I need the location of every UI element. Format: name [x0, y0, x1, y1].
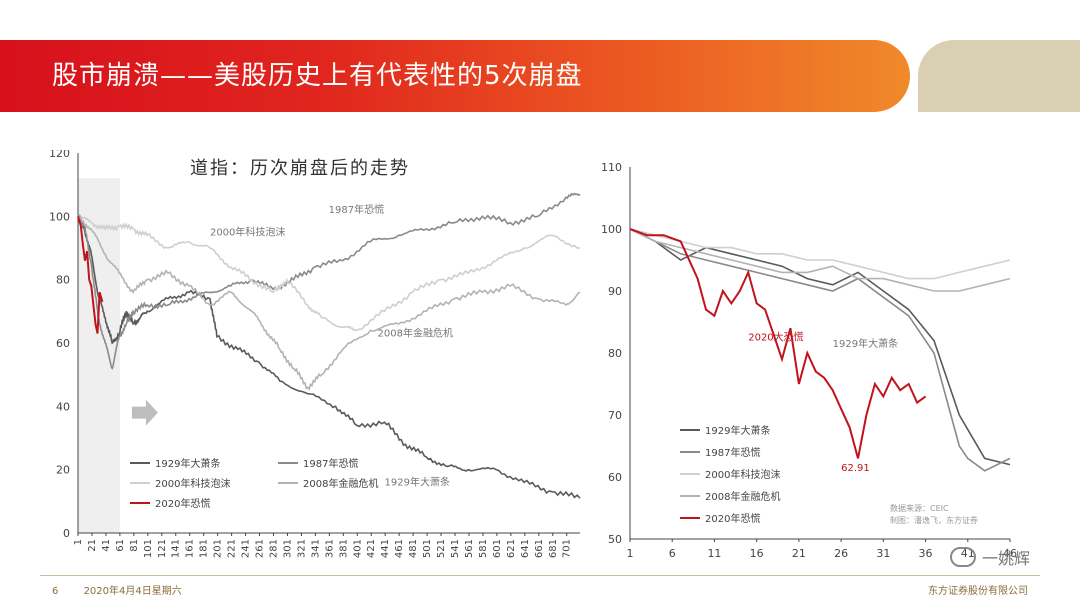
y-tick-label: 0: [63, 527, 70, 540]
legend-label: 2020年恐慌: [705, 512, 760, 525]
watermark-text: 一姚辉: [982, 545, 1030, 569]
y-tick-label: 20: [56, 464, 70, 477]
x-tick-label: 1: [73, 539, 84, 545]
x-tick-label: 381: [338, 539, 349, 558]
x-tick-label: 481: [408, 539, 419, 558]
footer-company: 东方证券股份有限公司: [928, 582, 1028, 597]
y-tick-label: 120: [49, 150, 70, 160]
annotation-label: 2020大恐慌: [748, 331, 803, 344]
x-tick-label: 361: [324, 539, 335, 558]
arrow-icon: [132, 400, 158, 426]
x-tick-label: 341: [310, 539, 321, 558]
x-tick-label: 141: [171, 539, 182, 558]
x-tick-label: 641: [520, 539, 531, 558]
x-tick-label: 461: [394, 539, 405, 558]
x-tick-label: 621: [506, 539, 517, 558]
x-tick-label: 301: [282, 539, 293, 558]
y-tick-label: 100: [601, 223, 622, 236]
banner-accent: [918, 40, 1080, 112]
x-tick-label: 161: [185, 539, 196, 558]
annotation-label: 1987年恐慌: [329, 203, 384, 216]
x-tick-label: 221: [227, 539, 238, 558]
x-tick-label: 26: [834, 547, 848, 560]
footer-date: 2020年4月4日星期六: [84, 586, 182, 597]
x-tick-label: 41: [101, 539, 112, 552]
legend-label: 2008年金融危机: [303, 477, 378, 490]
legend-label: 1987年恐慌: [705, 446, 760, 459]
y-tick-label: 80: [608, 347, 622, 360]
x-tick-label: 401: [352, 539, 363, 558]
x-tick-label: 101: [143, 539, 154, 558]
x-tick-label: 561: [464, 539, 475, 558]
x-tick-label: 11: [707, 547, 721, 560]
x-tick-label: 201: [213, 539, 224, 558]
x-tick-label: 21: [792, 547, 806, 560]
watermark: 一姚辉: [950, 543, 1060, 571]
series-line-1929: [78, 216, 580, 498]
y-tick-label: 90: [608, 285, 622, 298]
source-note: 数据来源：CEIC: [890, 503, 949, 513]
series-line-2000: [78, 216, 580, 330]
annotation-label: 1929年大萧条: [385, 476, 450, 489]
left-chart-panel: 0 20 40 60 80 100 120 1 21 41 61 81 101 121 141 161 181 2…: [20, 150, 590, 565]
x-tick-label: 241: [241, 539, 252, 558]
footer-divider: [40, 575, 1040, 576]
y-tick-label: 110: [601, 161, 622, 174]
y-tick-label: 70: [608, 409, 622, 422]
series-line-1987: [630, 229, 1010, 471]
page-title: 股市崩溃——美股历史上有代表性的5次崩盘: [52, 55, 583, 92]
x-tick-label: 421: [366, 539, 377, 558]
x-tick-label: 81: [129, 539, 140, 552]
legend-label: 1929年大萧条: [705, 424, 770, 437]
page-number: 6: [52, 586, 58, 597]
x-tick-label: 441: [380, 539, 391, 558]
x-tick-label: 281: [268, 539, 279, 558]
y-tick-label: 40: [56, 400, 70, 413]
x-tick-label: 261: [255, 539, 266, 558]
legend-label: 2020年恐慌: [155, 497, 210, 510]
series-line-1987: [78, 194, 580, 369]
x-tick-label: 521: [436, 539, 447, 558]
annotation-label: 2000年科技泡沫: [210, 225, 285, 238]
legend-label: 2008年金融危机: [705, 490, 780, 503]
legend-label: 1987年恐慌: [303, 457, 358, 470]
x-tick-label: 181: [199, 539, 210, 558]
y-tick-label: 60: [608, 471, 622, 484]
x-tick-label: 581: [478, 539, 489, 558]
x-tick-label: 121: [157, 539, 168, 558]
x-tick-label: 321: [296, 539, 307, 558]
x-tick-label: 61: [115, 539, 126, 552]
footer-left: 6 2020年4月4日星期六: [52, 582, 204, 597]
y-tick-label: 60: [56, 337, 70, 350]
x-tick-label: 501: [422, 539, 433, 558]
x-tick-label: 31: [876, 547, 890, 560]
annotation-label: 62.91: [841, 463, 870, 474]
right-chart: 50607080901001101 6 11 16 21 26 31 36 41 462020大恐…: [585, 150, 1025, 565]
y-tick-label: 50: [608, 533, 622, 546]
x-tick-label: 541: [450, 539, 461, 558]
x-tick-label: 661: [534, 539, 545, 558]
annotation-label: 1929年大萧条: [833, 337, 898, 350]
x-tick-label: 36: [919, 547, 933, 560]
legend-label: 2000年科技泡沫: [155, 477, 230, 490]
y-tick-label: 100: [49, 210, 70, 223]
x-tick-label: 16: [750, 547, 764, 560]
legend-label: 1929年大萧条: [155, 457, 220, 470]
chart-title: 道指：历次崩盘后的走势: [190, 158, 410, 179]
right-chart-panel: 50 60 70 80 90 100 110 1 6 11 16 21 26 31 36 41 46 2020大恐…: [585, 150, 1025, 565]
annotation-label: 2008年金融危机: [378, 327, 453, 340]
author-note: 制图：潘逸飞，东方证券: [890, 515, 978, 525]
x-tick-label: 681: [548, 539, 559, 558]
x-tick-label: 1: [627, 547, 634, 560]
x-tick-label: 21: [87, 539, 98, 552]
y-tick-label: 80: [56, 274, 70, 287]
x-tick-label: 601: [492, 539, 503, 558]
x-tick-label: 701: [562, 539, 573, 558]
legend-label: 2000年科技泡沫: [705, 468, 780, 481]
x-tick-label: 6: [669, 547, 676, 560]
series-line-2008: [78, 216, 580, 389]
wechat-icon: [950, 547, 976, 567]
